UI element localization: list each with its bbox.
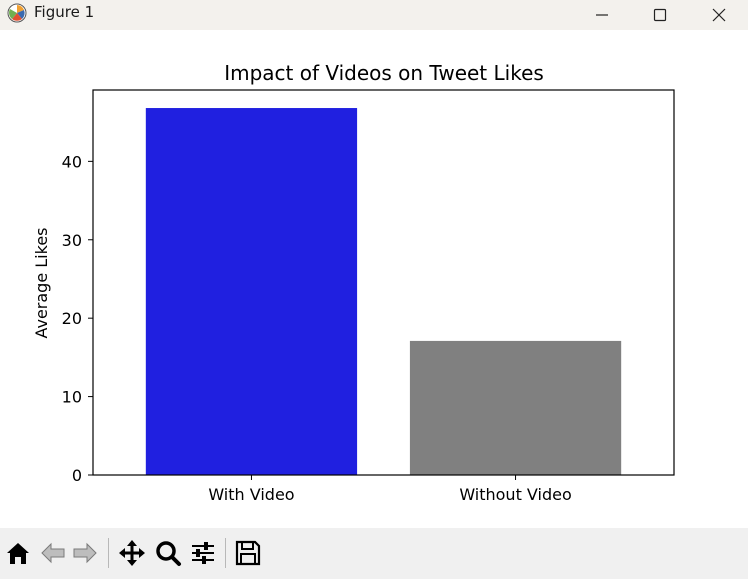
y-tick-label: 10 — [62, 388, 82, 407]
maximize-icon — [653, 8, 667, 22]
back-arrow-icon — [41, 542, 65, 564]
window-title: Figure 1 — [34, 3, 95, 21]
figure-canvas[interactable]: Impact of Videos on Tweet Likes 0 10 20 30 4… — [0, 30, 748, 528]
forward-arrow-icon — [73, 542, 97, 564]
bar-without-video — [409, 340, 622, 475]
x-tick-label: Without Video — [459, 485, 571, 504]
configure-subplots-button[interactable] — [187, 537, 219, 569]
configure-subplots-icon — [192, 542, 214, 564]
pan-button[interactable] — [116, 537, 148, 569]
back-button[interactable] — [37, 537, 69, 569]
minimize-icon — [596, 14, 608, 16]
maximize-button[interactable] — [631, 0, 689, 30]
navigation-toolbar — [0, 528, 748, 579]
y-axis-label: Average Likes — [32, 227, 51, 338]
pan-icon — [119, 540, 145, 566]
x-tick-label: With Video — [208, 485, 294, 504]
bar-chart: Impact of Videos on Tweet Likes 0 10 20 30 4… — [32, 61, 675, 504]
zoom-button[interactable] — [152, 537, 184, 569]
y-tick-label: 40 — [62, 152, 82, 171]
y-tick-label: 30 — [62, 231, 82, 250]
save-icon — [235, 540, 261, 566]
axes-frame — [92, 89, 675, 476]
save-button[interactable] — [232, 537, 264, 569]
title-bar: Figure 1 — [0, 0, 748, 30]
chart-title: Impact of Videos on Tweet Likes — [224, 61, 544, 85]
bar-with-video — [145, 108, 358, 476]
home-button[interactable] — [2, 537, 34, 569]
close-icon — [712, 8, 726, 22]
forward-button[interactable] — [69, 537, 101, 569]
home-icon — [7, 543, 29, 564]
minimize-button[interactable] — [573, 0, 631, 30]
matplotlib-logo-icon — [6, 2, 28, 24]
y-tick-label: 0 — [72, 466, 82, 485]
toolbar-separator — [225, 538, 226, 568]
toolbar-separator — [108, 538, 109, 568]
y-tick-label: 20 — [62, 309, 82, 328]
close-button[interactable] — [690, 0, 748, 30]
zoom-icon — [156, 541, 181, 566]
